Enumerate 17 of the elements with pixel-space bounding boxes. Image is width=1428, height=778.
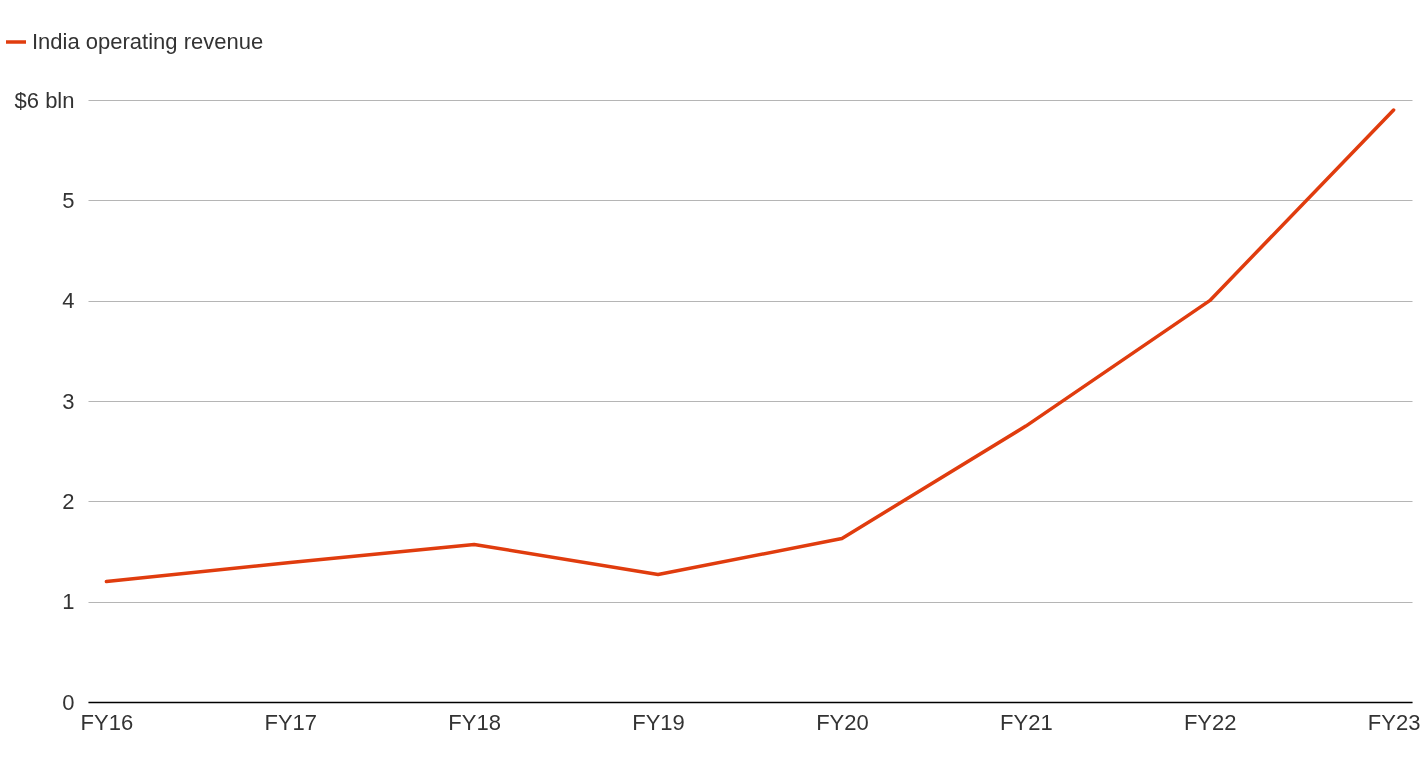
- x-tick-label: FY23: [1367, 709, 1421, 735]
- y-tick-label: 4: [62, 288, 75, 314]
- y-tick-label: 5: [62, 187, 75, 213]
- x-tick-label: FY18: [448, 709, 501, 735]
- x-tick-label: FY21: [1000, 709, 1053, 735]
- x-tick-label: FY22: [1183, 709, 1237, 735]
- legend-label: India operating revenue: [32, 29, 264, 54]
- x-tick-label: FY17: [264, 709, 318, 735]
- y-tick-label: 0: [62, 689, 75, 715]
- y-tick-label: 1: [62, 589, 75, 615]
- x-tick-label: FY19: [632, 709, 685, 735]
- line-series: [104, 108, 1396, 584]
- x-tick-label: FY16: [80, 709, 134, 735]
- y-tick-label: 2: [62, 488, 75, 514]
- y-tick-label: 3: [62, 388, 75, 414]
- x-tick-label: FY20: [816, 709, 869, 735]
- y-tick-label: $6 bln: [14, 87, 75, 113]
